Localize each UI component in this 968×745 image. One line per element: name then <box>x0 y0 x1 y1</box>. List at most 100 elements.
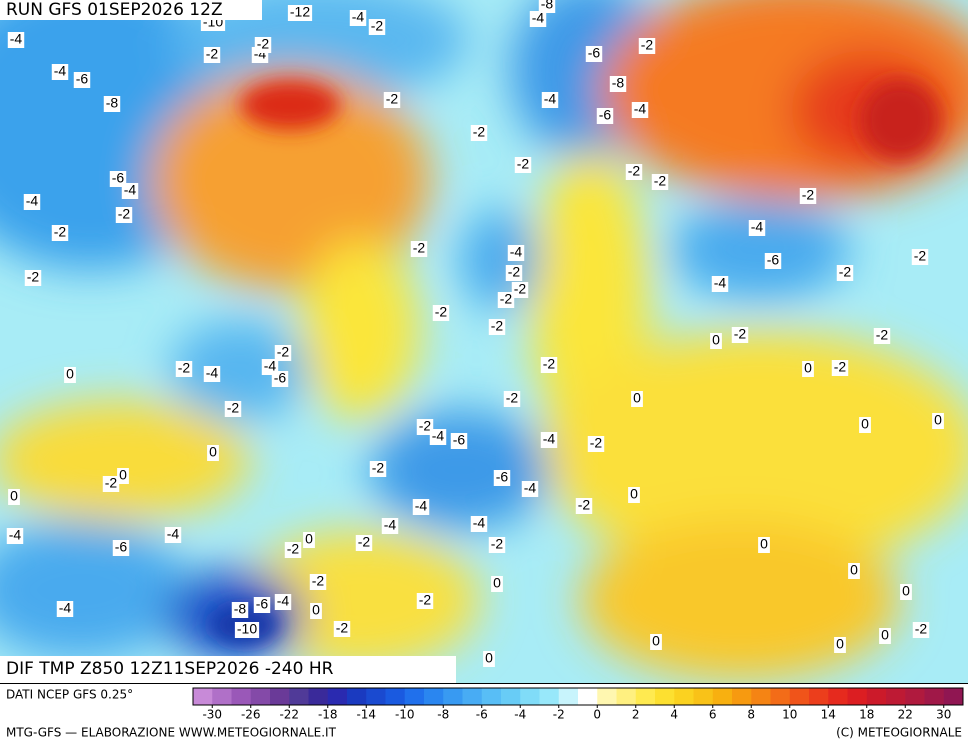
contour-label: -8 <box>106 95 119 111</box>
contour-label: -2 <box>915 621 928 637</box>
contour-label: 0 <box>760 536 768 552</box>
contour-label: -6 <box>76 71 89 87</box>
contour-label-bg <box>203 366 221 382</box>
color-bar-label: -4 <box>514 708 526 722</box>
contour-label: -2 <box>876 327 889 343</box>
color-box <box>347 688 367 705</box>
contour-label-bg <box>628 487 640 503</box>
contour-label: -2 <box>506 390 519 406</box>
contour-label-bg <box>253 597 271 613</box>
contour-label: -4 <box>9 527 22 543</box>
contour-label-bg <box>731 327 749 343</box>
color-box <box>578 688 598 705</box>
contour-label: 0 <box>902 583 910 599</box>
contour-label-bg <box>511 282 529 298</box>
contour-label: 0 <box>485 650 493 666</box>
contour-label-bg <box>112 540 130 556</box>
contour-label: -2 <box>628 163 641 179</box>
color-bar-label: 8 <box>747 708 755 722</box>
contour-label-bg <box>470 125 488 141</box>
color-box <box>212 688 232 705</box>
color-bar-label: -14 <box>356 708 376 722</box>
contour-label-bg <box>873 328 891 344</box>
contour-label-bg <box>432 305 450 321</box>
color-box <box>327 688 348 705</box>
contour-label: -2 <box>419 592 432 608</box>
contour-label-bg <box>932 413 944 429</box>
color-box <box>732 688 752 705</box>
contour-label-bg <box>507 245 525 261</box>
contour-label: -12 <box>290 4 310 20</box>
contour-label-bg <box>505 265 523 281</box>
contour-label-bg <box>587 436 605 452</box>
contour-label: -6 <box>453 432 466 448</box>
run-box <box>0 0 262 20</box>
contour-label: -2 <box>914 248 927 264</box>
contour-label-bg <box>121 183 139 199</box>
color-bar-label: 14 <box>821 708 836 722</box>
contour-label: -2 <box>27 269 40 285</box>
footer-left: MTG-GFS — ELABORAZIONE WWW.METEOGIORNALE… <box>6 726 337 740</box>
contour-label-bg <box>911 249 929 265</box>
contour-label: -6 <box>112 170 125 186</box>
contour-label-bg <box>491 576 503 592</box>
contour-label: -4 <box>510 244 523 260</box>
color-bar-frame <box>192 687 964 706</box>
color-box <box>193 688 213 705</box>
contour-label-bg <box>585 46 603 62</box>
contour-label: 0 <box>652 633 660 649</box>
contour-label: -4 <box>432 428 445 444</box>
contour-label-bg <box>650 634 662 650</box>
contour-label-bg <box>631 391 643 407</box>
contour-label: 0 <box>861 416 869 432</box>
color-box <box>866 688 887 705</box>
contour-label-bg <box>51 225 69 241</box>
contour-label-bg <box>831 360 849 376</box>
contour-label: -2 <box>419 418 432 434</box>
contour-label-bg <box>834 637 846 653</box>
contour-label: 0 <box>66 366 74 382</box>
contour-label-bg <box>540 357 558 373</box>
contour-label: -2 <box>590 435 603 451</box>
contour-label: -2 <box>371 18 384 34</box>
data-source: DATI NCEP GFS 0.25° <box>6 688 133 702</box>
field-box <box>0 656 456 683</box>
contour-label: 0 <box>804 360 812 376</box>
contour-label: -8 <box>234 601 247 617</box>
contour-label-bg <box>625 164 643 180</box>
contour-label: 0 <box>493 575 501 591</box>
color-box <box>943 688 964 705</box>
contour-label: -2 <box>491 318 504 334</box>
contour-label: -4 <box>384 517 397 533</box>
contour-label-bg <box>24 270 42 286</box>
color-box <box>250 688 271 705</box>
color-bar-label: -30 <box>202 708 222 722</box>
color-box <box>289 688 309 705</box>
contour-label: -4 <box>532 10 545 26</box>
contour-label-bg <box>271 371 289 387</box>
color-bar-label: 6 <box>709 708 717 722</box>
color-bar-label: -26 <box>241 708 261 722</box>
contour-label: -2 <box>227 400 240 416</box>
contour-label: -2 <box>105 475 118 491</box>
contour-label: 0 <box>881 627 889 643</box>
color-box <box>308 688 329 705</box>
contour-label-bg <box>51 64 69 80</box>
contour-label: -2 <box>578 497 591 513</box>
contour-label-bg <box>303 532 315 548</box>
contour-label-bg <box>234 622 260 638</box>
contour-label-bg <box>596 108 614 124</box>
color-box <box>424 688 444 705</box>
color-box <box>462 688 483 705</box>
contour-label: -2 <box>802 187 815 203</box>
contour-label: -2 <box>543 356 556 372</box>
contour-label-bg <box>470 516 488 532</box>
color-box <box>597 688 617 705</box>
contour-label-bg <box>23 194 41 210</box>
contour-label-bg <box>799 188 817 204</box>
contour-label: -10 <box>237 621 257 637</box>
color-box <box>501 688 521 705</box>
contour-label-bg <box>503 391 521 407</box>
color-box <box>366 688 386 705</box>
color-bar-label: -10 <box>395 708 415 722</box>
